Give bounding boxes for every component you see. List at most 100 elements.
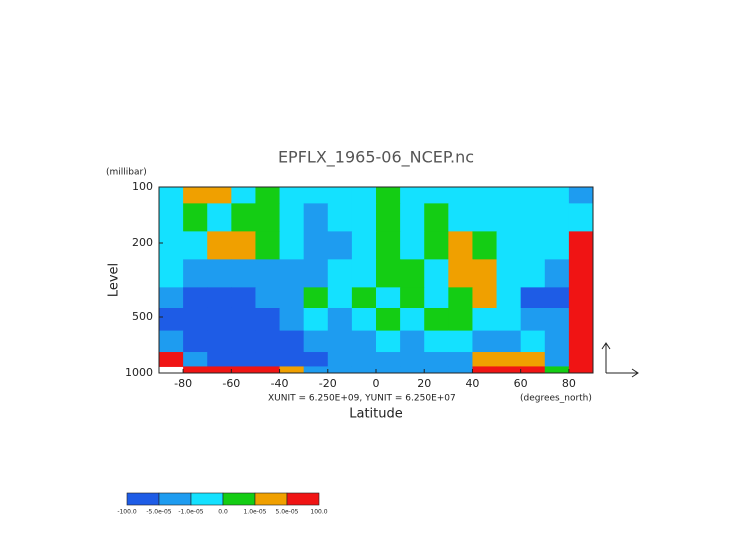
contour-cell (520, 259, 546, 288)
contour-cell (544, 307, 570, 332)
contour-cell (159, 231, 184, 260)
contour-cell (351, 187, 377, 204)
contour-cell (159, 187, 184, 204)
contour-cell (255, 203, 281, 232)
contour-cell (496, 307, 522, 332)
contour-cell (520, 231, 546, 260)
contour-cell (231, 231, 256, 260)
chart-title: EPFLX_1965-06_NCEP.nc (278, 148, 474, 168)
contour-cell (255, 259, 281, 288)
colorbar-label: 0.0 (218, 509, 228, 516)
contour-cell (496, 352, 522, 367)
contour-cell (279, 287, 305, 309)
contour-cell (472, 203, 498, 232)
colorbar-label: 1.0e-05 (243, 509, 266, 516)
contour-cell (255, 330, 281, 353)
contour-cell (303, 287, 329, 309)
contour-cell (424, 231, 449, 260)
contour-cell (351, 307, 377, 332)
x-tick-label: 60 (514, 377, 528, 390)
vector-scale-note: XUNIT = 6.250E+09, YUNIT = 6.250E+07 (268, 394, 456, 404)
contour-cell (207, 187, 232, 204)
contour-cell (231, 330, 256, 353)
contour-cell (496, 330, 522, 353)
colorbar-label: -5.0e-05 (146, 509, 171, 516)
contour-cell (544, 187, 570, 204)
contour-cell (568, 330, 594, 353)
contour-cell (568, 307, 594, 332)
y-unit: (millibar) (106, 168, 147, 178)
colorbar-box (158, 492, 192, 506)
colorbar-label: -100.0 (117, 509, 137, 516)
colorbar-box (222, 492, 256, 506)
contour-cell (159, 259, 184, 288)
contour-cell (448, 259, 473, 288)
contour-cell (183, 366, 208, 374)
contour-cell (207, 330, 232, 353)
contour-cell (520, 352, 546, 367)
contour-cell (183, 203, 208, 232)
contour-cell (279, 231, 305, 260)
contour-cell (376, 203, 401, 232)
contour-cell (544, 231, 570, 260)
x-unit: (degrees_north) (520, 394, 592, 404)
contour-cell (544, 366, 570, 374)
contour-cell (448, 187, 473, 204)
contour-cell (327, 231, 353, 260)
contour-cell (231, 259, 256, 288)
contour-cell (376, 187, 401, 204)
contour-cell (520, 187, 546, 204)
contour-cell (544, 259, 570, 288)
contour-cell (207, 307, 232, 332)
contour-cell (159, 203, 184, 232)
contour-cell (231, 287, 256, 309)
contour-cell (279, 352, 305, 367)
contour-cell (327, 352, 353, 367)
contour-cell (327, 287, 353, 309)
contour-cell (207, 259, 232, 288)
x-tick-label: -60 (222, 377, 240, 390)
contour-cell (472, 352, 498, 367)
contour-cell (400, 366, 425, 374)
contour-cell (183, 187, 208, 204)
contour-cell (424, 287, 449, 309)
contour-cell (472, 307, 498, 332)
contour-cell (568, 366, 594, 374)
contour-cell (448, 330, 473, 353)
x-tick-label: -80 (174, 377, 192, 390)
contour-cell (424, 259, 449, 288)
contour-cell (231, 187, 256, 204)
contour-cell (472, 366, 498, 374)
contour-cell (183, 352, 208, 367)
contour-cell (327, 203, 353, 232)
contour-cell (472, 287, 498, 309)
contour-cell (496, 287, 522, 309)
colorbar-label: 5.0e-05 (275, 509, 298, 516)
contour-cell (376, 287, 401, 309)
contour-cell (520, 330, 546, 353)
contour-cell (400, 203, 425, 232)
x-tick-label: -20 (319, 377, 337, 390)
x-tick-label: 80 (562, 377, 576, 390)
contour-cell (472, 231, 498, 260)
contour-cell (400, 330, 425, 353)
contour-cell (207, 287, 232, 309)
contour-cell (376, 330, 401, 353)
contour-cell (279, 259, 305, 288)
x-axis-label: Latitude (349, 407, 403, 422)
contour-cell (400, 259, 425, 288)
contour-cell (496, 231, 522, 260)
contour-cell (448, 352, 473, 367)
contour-cell (279, 366, 305, 374)
contour-cell (303, 352, 329, 367)
contour-cell (327, 259, 353, 288)
contour-cell (424, 187, 449, 204)
contour-cell (568, 259, 594, 288)
contour-cell (303, 259, 329, 288)
contour-cell (279, 203, 305, 232)
contour-cell (303, 187, 329, 204)
contour-cell (448, 203, 473, 232)
contour-cell (376, 366, 401, 374)
contour-cell (448, 307, 473, 332)
x-tick-label: 0 (373, 377, 380, 390)
